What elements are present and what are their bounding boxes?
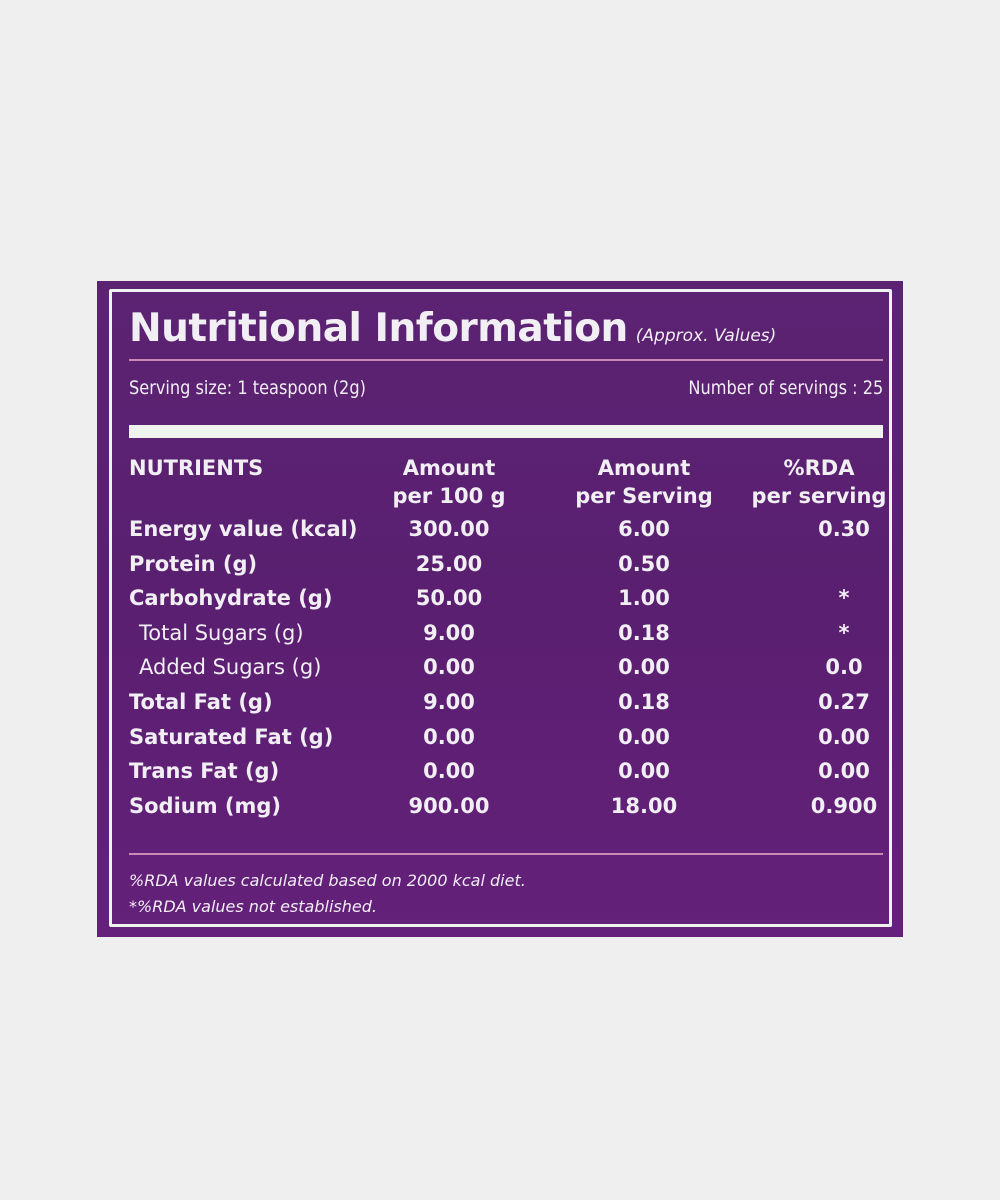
rda-per-serving: 0.27 (818, 690, 870, 714)
amount-per-serving: 1.00 (618, 586, 670, 611)
table-row: Saturated Fat (g) 0.00 0.00 0.00 (129, 725, 883, 759)
nutrient-name: Sodium (mg) (129, 793, 282, 818)
rda-per-serving: 0.900 (810, 793, 878, 818)
amount-per-serving: 6.00 (618, 517, 670, 541)
table-row: Trans Fat (g) 0.00 0.00 0.00 (129, 759, 883, 793)
amount-per-serving: 0.00 (618, 759, 670, 784)
amount-per-serving: 0.00 (618, 724, 670, 749)
thick-divider (129, 425, 883, 438)
header-nutrients: NUTRIENTS (129, 456, 264, 480)
table-row: Sodium (mg) 900.00 18.00 0.900 (129, 794, 883, 828)
label-border (109, 289, 892, 927)
rda-per-serving: * (838, 620, 850, 645)
footnote: %RDA values calculated based on 2000 kca… (129, 871, 526, 890)
amount-per-100g: 50.00 (415, 586, 483, 611)
nutrient-name: Saturated Fat (g) (129, 724, 334, 749)
amount-per-serving: 0.18 (618, 620, 670, 645)
amount-per-100g: 9.00 (423, 690, 475, 714)
serving-size: Serving size: 1 teaspoon (2g) (129, 377, 366, 399)
divider (129, 853, 883, 855)
header-per-100g: Amount per 100 g (392, 456, 506, 508)
header-rda: %RDA per serving (751, 456, 887, 508)
nutrient-name: Energy value (kcal) (129, 517, 358, 541)
nutrient-name: Total Sugars (g) (139, 620, 304, 645)
amount-per-100g: 0.00 (423, 724, 475, 749)
amount-per-100g: 9.00 (423, 620, 475, 645)
table-row: Total Sugars (g) 9.00 0.18 * (129, 621, 883, 655)
amount-per-serving: 0.18 (618, 690, 670, 714)
table-row: Carbohydrate (g) 50.00 1.00 * (129, 586, 883, 620)
rda-per-serving: 0.30 (818, 517, 870, 541)
nutrient-name: Total Fat (g) (129, 690, 273, 714)
amount-per-serving: 0.50 (618, 551, 670, 576)
rda-per-serving: 0.00 (818, 724, 870, 749)
rda-per-serving: 0.00 (818, 759, 870, 784)
title-text: Nutritional Information (129, 306, 628, 351)
amount-per-serving: 0.00 (618, 655, 670, 680)
nutrient-name: Added Sugars (g) (139, 655, 322, 680)
nutrient-name: Protein (g) (129, 551, 258, 576)
nutrient-name: Trans Fat (g) (129, 759, 280, 784)
title-subtitle: (Approx. Values) (635, 326, 777, 346)
label-title: Nutritional Information (Approx. Values) (129, 306, 776, 351)
header-per-serving: Amount per Serving (575, 456, 713, 508)
amount-per-100g: 300.00 (408, 517, 490, 541)
amount-per-100g: 900.00 (408, 793, 490, 818)
nutrition-label: Nutritional Information (Approx. Values) … (97, 281, 903, 937)
divider (129, 359, 883, 361)
table-row: Total Fat (g) 9.00 0.18 0.27 (129, 690, 883, 724)
amount-per-100g: 25.00 (415, 551, 483, 576)
footnote: *%RDA values not established. (129, 897, 377, 916)
rda-per-serving: * (838, 586, 850, 611)
amount-per-100g: 0.00 (423, 759, 475, 784)
table-row: Protein (g) 25.00 0.50 (129, 552, 883, 586)
amount-per-serving: 18.00 (610, 793, 678, 818)
nutrient-name: Carbohydrate (g) (129, 586, 333, 611)
table-row: Energy value (kcal) 300.00 6.00 0.30 (129, 517, 883, 551)
rda-per-serving: 0.0 (825, 655, 863, 680)
number-of-servings: Number of servings : 25 (688, 377, 883, 399)
table-row: Added Sugars (g) 0.00 0.00 0.0 (129, 655, 883, 689)
amount-per-100g: 0.00 (423, 655, 475, 680)
